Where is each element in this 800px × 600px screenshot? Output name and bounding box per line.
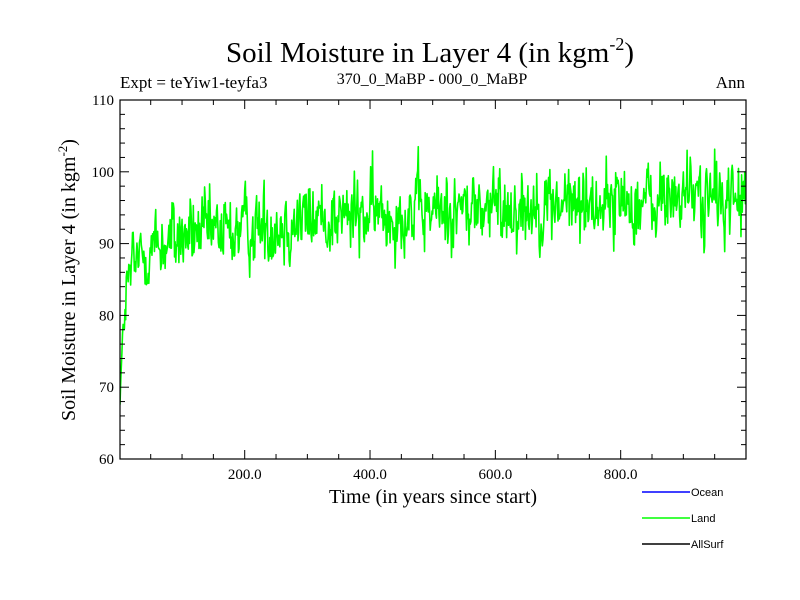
y-tick-label: 110 <box>92 93 114 109</box>
y-tick-label: 60 <box>99 452 114 468</box>
y-axis-label: Soil Moisture in Layer 4 (in kgm-2) <box>55 139 80 421</box>
season-label: Ann <box>716 73 746 92</box>
x-tick-label: 200.0 <box>228 467 262 483</box>
y-tick-label: 100 <box>92 165 115 181</box>
legend-label-ocean: Ocean <box>691 487 723 499</box>
plot-area <box>120 145 746 405</box>
legend-label-land: Land <box>691 513 715 525</box>
y-tick-label: 90 <box>99 237 114 253</box>
x-axis-label: Time (in years since start) <box>329 486 537 508</box>
chart-subtitle: 370_0_MaBP - 000_0_MaBP <box>337 71 528 88</box>
y-tick-label: 70 <box>99 380 114 396</box>
y-axis: 60 70 80 90 100 110 <box>92 93 746 468</box>
y-tick-label: 80 <box>99 308 114 324</box>
plot-frame <box>119 99 747 460</box>
legend: Ocean Land AllSurf <box>642 487 724 551</box>
x-tick-label: 400.0 <box>353 467 387 483</box>
x-tick-label: 600.0 <box>478 467 512 483</box>
expt-label: Expt = teYiw1-teyfa3 <box>120 73 267 92</box>
chart-title: Soil Moisture in Layer 4 (in kgm-2) <box>226 34 634 69</box>
legend-label-allsurf: AllSurf <box>691 539 724 551</box>
x-tick-label: 800.0 <box>604 467 638 483</box>
series-line-land <box>120 145 746 405</box>
x-axis: 200.0 400.0 600.0 800.0 <box>150 100 747 483</box>
